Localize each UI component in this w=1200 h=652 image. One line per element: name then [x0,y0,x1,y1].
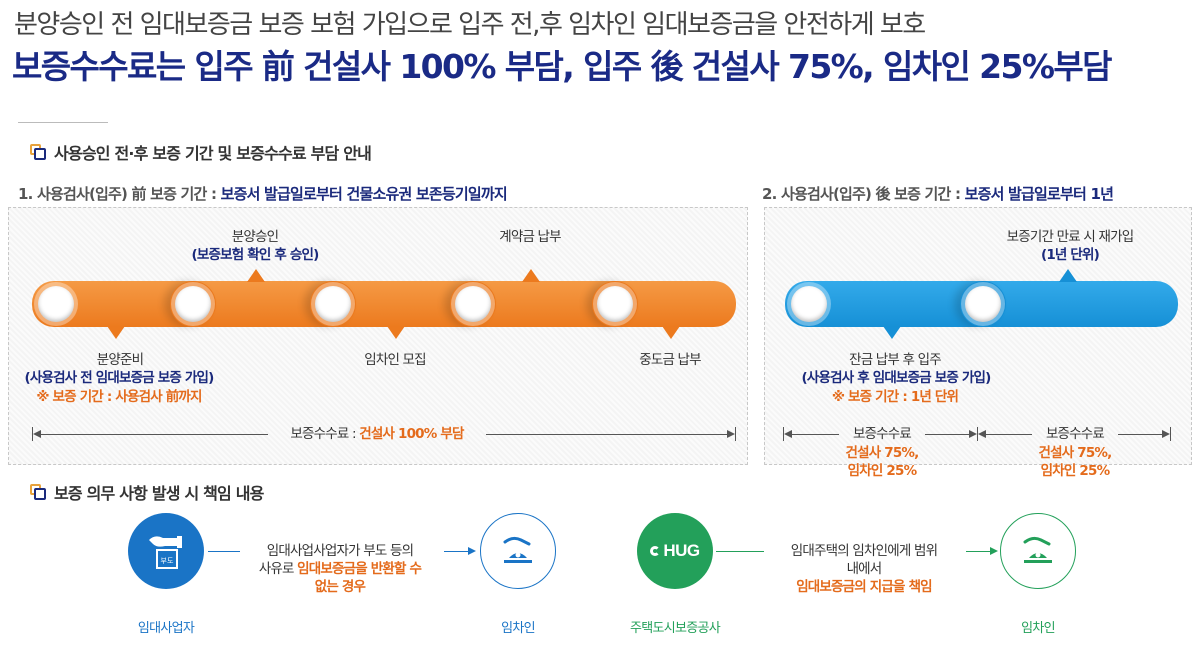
timeline-node [315,286,351,322]
fee-label-left: 보증수수료 [852,426,912,442]
label-sales-approval-note: (보증보험 확인 후 승인) [191,247,319,263]
arrow-head-left [784,430,792,438]
pointer-down [662,326,680,339]
arrow-line [40,434,268,435]
label-deposit-payment: 계약금 납부 [499,229,561,245]
arrow-head-right [727,430,735,438]
arrow-tick [977,427,978,441]
caption-rental-business: 임대사업자 [137,621,195,636]
arrow-tick [783,427,784,441]
period-prefix: 1. 사용검사(입주) 前 보증 기간 : [18,185,221,203]
section-title: 보증 의무 사항 발생 시 책임 내용 [54,484,264,503]
fee-value-left-line2: 임차인 25% [847,463,917,479]
timeline-node [791,286,827,322]
desc-line: 임대주택의 임차인에게 범위 [790,543,938,559]
period-title-after-move-in: 2. 사용검사(입주) 後 보증 기간 : 보증서 발급일로부터 1년 [762,183,1114,204]
arrow-line [1118,434,1163,435]
desc-line: 없는 경우 [314,579,366,595]
timeline-node [175,286,211,322]
flow-line [716,551,764,552]
desc-line: 임대보증금의 지급을 책임 [796,579,932,595]
arrow-head-right [969,430,977,438]
flow1-description: 임대사업사업자가 부도 등의 사유로 임대보증금을 반환할 수 없는 경우 [240,542,440,596]
page-subtitle: 분양승인 전 임대보증금 보증 보험 가입으로 입주 전,후 임차인 임대보증금… [14,10,926,40]
fee-value-right-line1: 건설사 75%, [1038,445,1112,461]
arrow-tick [32,427,33,441]
page-headline: 보증수수료는 입주 前 건설사 100% 부담, 입주 後 건설사 75%, 임… [12,47,1112,86]
flow2-description: 임대주택의 임차인에게 범위 내에서 임대보증금의 지급을 책임 [764,542,964,596]
pointer-up [1059,269,1077,282]
header-divider [18,122,108,123]
section-square-icon [30,484,46,500]
rental-business-icon: 부도 [128,513,204,589]
pointer-down [107,326,125,339]
timeline-node [597,286,633,322]
hug-swirl-icon [650,546,661,556]
label-sales-prep-note: (사용검사 전 임대보증금 보증 가입) [24,370,214,386]
label-balance-move-in: 잔금 납부 후 입주 [849,352,942,368]
flow-arrow-head [468,547,476,555]
flow-arrow-head [990,547,998,555]
arrow-tick [735,427,736,441]
caption-tenant: 임차인 [1021,621,1055,636]
period-prefix: 2. 사용검사(입주) 後 보증 기간 : [762,185,965,203]
fee-value: 건설사 100% 부담 [359,426,464,442]
label-guarantee-period-before: ※ 보증 기간 : 사용검사 前까지 [36,389,202,405]
timeline-node [965,286,1001,322]
label-tenant-recruit: 임차인 모집 [364,352,426,368]
default-badge-text: 부도 [161,557,174,565]
arrow-line [985,434,1032,435]
timeline-node [455,286,491,322]
fee-value-right-line2: 임차인 25% [1040,463,1110,479]
flow-line [966,551,992,552]
arrow-head-left [33,430,41,438]
fee-label: 보증수수료 : [290,426,360,442]
timeline-node [38,286,74,322]
timeline-panel-after [764,207,1192,465]
arrow-head-left [978,430,986,438]
flow-line [444,551,470,552]
pointer-up [522,269,540,282]
flow-line [208,551,240,552]
period-highlight: 보증서 발급일로부터 1년 [964,185,1114,203]
label-renewal: 보증기간 만료 시 재가입 [1006,229,1134,245]
label-renewal-unit: (1년 단위) [1040,247,1100,263]
desc-line: 사유로 임대보증금을 반환할 수 [258,561,422,577]
hug-logo-icon: HUG [637,513,713,589]
pointer-down [387,326,405,339]
section-heading-responsibility: 보증 의무 사항 발생 시 책임 내용 [30,480,264,504]
timeline-panel-before [8,207,748,465]
period-title-before-move-in: 1. 사용검사(입주) 前 보증 기간 : 보증서 발급일로부터 건물소유권 보… [18,183,508,204]
section-title: 사용승인 전·후 보증 기간 및 보증수수료 부담 안내 [54,144,372,163]
label-balance-note: (사용검사 후 임대보증금 보증 가입) [801,370,991,386]
label-interim-payment: 중도금 납부 [639,352,701,368]
fee-label-right: 보증수수료 [1045,426,1105,442]
caption-hug: 주택도시보증공사 [629,621,721,636]
arrow-line [925,434,971,435]
pointer-up [247,269,265,282]
desc-line: 임대사업사업자가 부도 등의 [266,543,414,559]
tenant-icon [480,513,556,589]
pointer-down [883,326,901,339]
period-highlight: 보증서 발급일로부터 건물소유권 보존등기일까지 [220,185,508,203]
arrow-line [791,434,839,435]
tenant-icon [1000,513,1076,589]
arrow-line [486,434,728,435]
label-guarantee-period-after: ※ 보증 기간 : 1년 단위 [831,389,959,405]
label-sales-approval: 분양승인 [231,229,279,245]
desc-line: 내에서 [846,561,883,577]
label-sales-prep: 분양준비 [96,352,144,368]
fee-label-before: 보증수수료 : 건설사 100% 부담 [270,426,484,443]
section-heading-guarantee-period: 사용승인 전·후 보증 기간 및 보증수수료 부담 안내 [30,140,372,164]
fee-value-left-line1: 건설사 75%, [845,445,919,461]
arrow-tick [1170,427,1171,441]
section-square-icon [30,144,46,160]
caption-tenant: 임차인 [501,621,535,636]
hug-logo-text: HUG [663,541,700,560]
arrow-head-right [1162,430,1170,438]
